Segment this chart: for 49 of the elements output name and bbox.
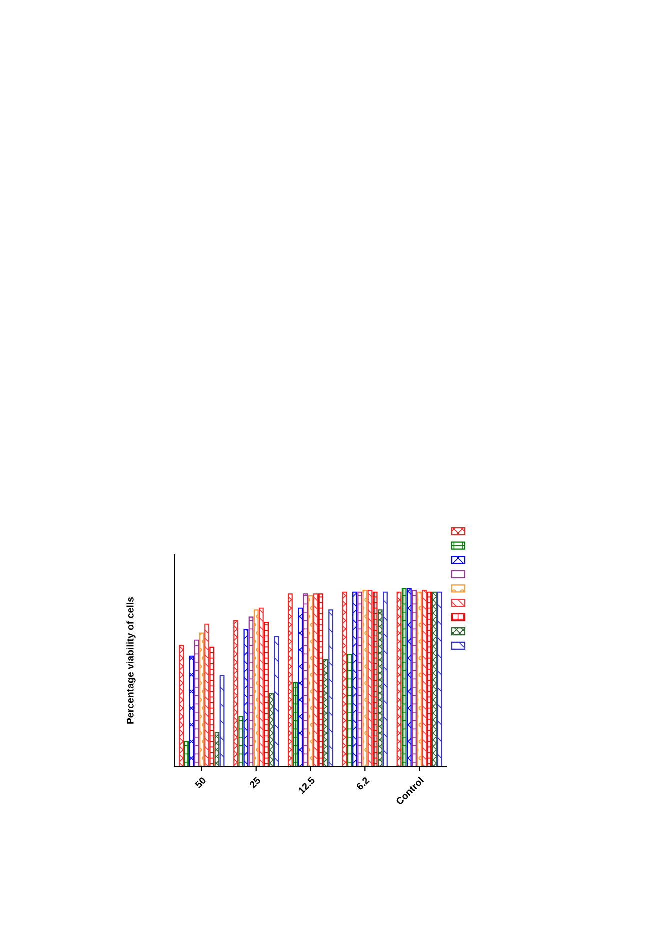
bar [347,654,352,767]
bar [432,592,438,767]
bar [383,592,388,767]
bar [288,594,293,767]
bar [318,594,324,767]
bar [313,594,318,767]
x-tick-label: 6.2 [356,776,370,791]
bar [412,590,417,767]
bar [238,716,244,767]
bar [204,624,210,767]
bar [244,629,249,767]
bar [328,610,334,767]
bar [308,595,314,767]
bar [179,645,184,767]
bar [303,594,308,767]
bar [220,675,225,767]
bar [200,632,204,767]
bar [368,590,373,767]
bar [248,616,254,767]
bar [372,592,378,767]
bar [194,640,200,767]
bar [254,610,259,767]
bar [184,741,190,767]
bar [378,610,383,767]
bar [417,592,422,767]
bar [352,592,358,767]
bar [362,590,368,767]
bar [269,693,274,767]
bar [258,608,264,767]
x-tick-label: 25 [249,776,262,789]
bar [214,732,220,767]
bar [422,590,428,767]
bar [189,656,194,767]
bar [427,592,432,767]
x-tick-label: 50 [194,776,207,789]
bar [234,620,239,767]
bar [274,636,280,767]
bar [437,592,442,767]
bar [402,588,407,767]
bar [264,622,269,767]
bar [342,592,348,767]
bar [358,592,363,767]
bar [210,646,215,767]
bar [298,608,304,767]
bar [324,659,328,767]
y-axis-title: Percentage viability of cells [126,597,136,724]
bar [293,682,298,767]
bar [406,588,412,767]
bar [396,592,402,767]
